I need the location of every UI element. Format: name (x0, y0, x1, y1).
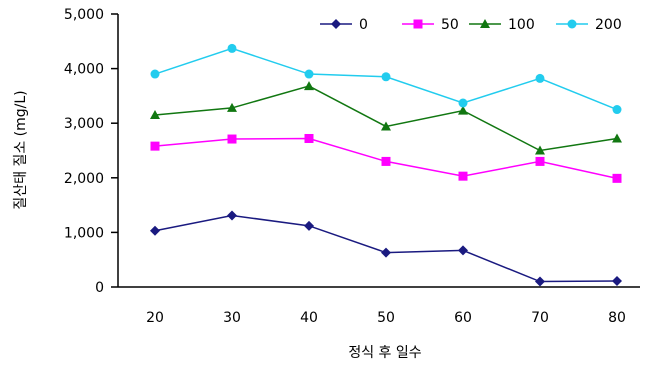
data-point (150, 225, 160, 236)
data-point (381, 247, 391, 258)
legend-marker (567, 19, 577, 29)
data-point (227, 134, 237, 144)
data-point (612, 173, 622, 183)
data-point (612, 105, 622, 115)
data-point (535, 145, 545, 155)
legend-label: 50 (441, 17, 459, 33)
x-tick-label: 80 (608, 310, 626, 326)
data-point (227, 43, 237, 53)
legend-item: 50 (402, 17, 459, 33)
series-100 (150, 81, 622, 155)
data-point (612, 133, 622, 143)
data-point (458, 105, 468, 115)
x-tick-label: 20 (146, 310, 164, 326)
y-tick-label: 0 (95, 280, 104, 296)
y-tick-label: 3,000 (64, 116, 104, 132)
y-tick-label: 4,000 (64, 62, 104, 78)
x-tick-label: 50 (377, 310, 395, 326)
data-point (304, 220, 314, 231)
series-200 (150, 43, 622, 115)
data-point (458, 98, 468, 108)
y-tick-label: 2,000 (64, 171, 104, 187)
x-tick-label: 60 (454, 310, 472, 326)
series-line (154, 85, 618, 152)
legend-item: 100 (469, 17, 535, 33)
data-point (150, 141, 160, 151)
data-point (227, 210, 237, 221)
data-point (535, 73, 545, 83)
legend-item: 200 (556, 17, 622, 33)
x-tick-label: 70 (531, 310, 549, 326)
x-axis-title: 정식 후 일수 (348, 345, 421, 361)
legend-marker (331, 19, 341, 29)
y-tick-label: 1,000 (64, 225, 104, 241)
x-axis: 20 30 40 50 60 70 80 (118, 286, 640, 326)
data-point (150, 69, 160, 79)
series-layer (150, 43, 622, 287)
data-point (150, 110, 160, 120)
data-point (458, 171, 468, 181)
data-point (227, 102, 237, 112)
series-0 (150, 210, 622, 287)
data-point (304, 81, 314, 91)
legend: 0 50 100 200 (320, 17, 622, 33)
legend-item: 0 (320, 17, 368, 33)
legend-marker (480, 19, 490, 28)
data-point (535, 156, 545, 166)
data-point (304, 133, 314, 143)
series-50 (150, 133, 622, 183)
x-tick-label: 30 (223, 310, 241, 326)
legend-label: 100 (508, 17, 535, 33)
legend-label: 0 (359, 17, 368, 33)
y-tick-label: 5,000 (64, 7, 104, 23)
data-point (381, 121, 391, 131)
legend-marker (413, 19, 423, 29)
data-point (381, 72, 391, 82)
data-point (458, 245, 468, 256)
y-axis: 0 1,000 2,000 3,000 4,000 5,000 (64, 7, 119, 296)
x-tick-label: 40 (300, 310, 318, 326)
data-point (304, 69, 314, 79)
data-point (535, 276, 545, 287)
data-point (612, 275, 622, 286)
data-point (381, 156, 391, 166)
y-axis-title: 질산태 질소 (mg/L) (13, 90, 29, 209)
legend-label: 200 (595, 17, 622, 33)
